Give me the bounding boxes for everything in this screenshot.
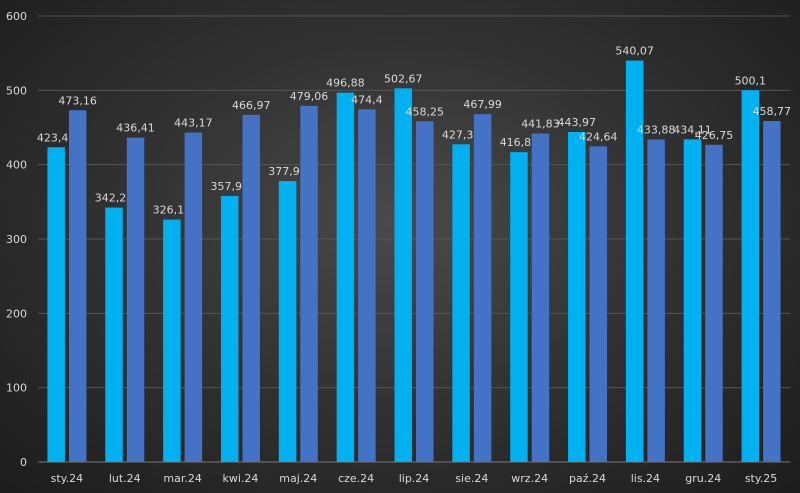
bar-series1 xyxy=(510,152,528,462)
y-tick-label: 100 xyxy=(6,382,27,395)
x-tick-label: kwi.24 xyxy=(223,472,259,485)
x-tick-label: sie.24 xyxy=(455,472,488,485)
data-label: 496,88 xyxy=(326,77,365,90)
bar-series1 xyxy=(278,181,297,463)
x-tick-label: sty.24 xyxy=(51,472,83,485)
data-label: 427,39 xyxy=(442,128,481,141)
data-label: 473,16 xyxy=(58,94,97,107)
x-axis: sty.24 lut.24 mar.24 kwi.24 maj.24 cze.24 lip.… xyxy=(51,472,778,485)
bar-series1 xyxy=(105,207,123,462)
bar-series2 xyxy=(705,144,723,462)
data-label: 466,97 xyxy=(232,99,271,112)
bar-series1 xyxy=(741,90,760,462)
data-label: 433,88 xyxy=(637,123,676,136)
data-label: 458,77 xyxy=(753,105,792,118)
bar-series1 xyxy=(568,131,586,462)
x-tick-label: wrz.24 xyxy=(511,472,548,485)
data-label: 342,27 xyxy=(95,192,134,205)
data-label: 326,17 xyxy=(153,204,192,217)
x-tick-label: lis.24 xyxy=(631,472,660,485)
data-label: 426,75 xyxy=(695,129,734,142)
y-tick-label: 600 xyxy=(6,10,27,23)
data-label: 434,11 xyxy=(673,123,712,136)
x-tick-label: lut.24 xyxy=(109,472,141,485)
y-axis: 0 100 200 300 400 500 600 xyxy=(6,10,27,469)
data-label: 502,67 xyxy=(384,72,423,85)
data-label: 443,97 xyxy=(558,116,597,129)
data-label: 424,64 xyxy=(579,130,618,143)
data-label: 357,93 xyxy=(210,180,249,193)
bars: 423,41 473,16 342,27 436,41 326,17 443,17 357,… xyxy=(37,45,792,463)
bar-series2 xyxy=(358,109,376,462)
bar-series2 xyxy=(589,146,608,462)
y-tick-label: 0 xyxy=(20,456,27,469)
x-tick-label: maj.24 xyxy=(279,472,317,485)
bar-series1 xyxy=(336,92,355,463)
x-tick-label: mar.24 xyxy=(163,472,201,485)
data-label: 441,83 xyxy=(521,118,560,131)
data-label: 479,06 xyxy=(290,90,329,103)
bar-series1 xyxy=(220,195,239,462)
data-label: 500,1 xyxy=(735,74,767,87)
data-label: 458,25 xyxy=(406,105,445,118)
bar-series2 xyxy=(242,114,260,463)
bar-series2 xyxy=(416,121,434,463)
bar-series2 xyxy=(473,114,492,462)
y-tick-label: 300 xyxy=(6,233,27,246)
bar-series1 xyxy=(47,147,65,462)
bar-series1 xyxy=(394,88,412,462)
bar-series1 xyxy=(625,60,644,462)
data-label: 443,17 xyxy=(174,117,213,130)
bar-series2 xyxy=(126,137,145,462)
data-label: 467,99 xyxy=(463,98,502,111)
bar-series2 xyxy=(184,132,203,462)
y-tick-label: 500 xyxy=(6,84,27,97)
data-label: 540,07 xyxy=(615,45,654,58)
x-tick-label: gru.24 xyxy=(685,472,721,485)
y-tick-label: 200 xyxy=(6,307,27,320)
data-label: 436,41 xyxy=(116,122,155,135)
data-label: 474,4 xyxy=(351,93,383,106)
bar-series1 xyxy=(452,144,470,462)
x-tick-label: cze.24 xyxy=(338,472,374,485)
x-tick-label: paź.24 xyxy=(569,472,606,485)
bar-series1 xyxy=(163,219,181,462)
x-tick-label: sty.25 xyxy=(745,472,777,485)
data-label: 423,41 xyxy=(37,131,76,144)
x-tick-label: lip.24 xyxy=(399,472,430,485)
y-tick-label: 400 xyxy=(6,159,27,172)
data-label: 377,98 xyxy=(268,165,307,178)
bar-series2 xyxy=(647,139,665,462)
bar-series1 xyxy=(683,139,702,462)
data-label: 416,83 xyxy=(500,136,539,149)
bar-series2 xyxy=(68,110,87,463)
bar-series2 xyxy=(763,120,781,463)
bar-series2 xyxy=(531,133,550,462)
bar-series2 xyxy=(300,105,318,462)
